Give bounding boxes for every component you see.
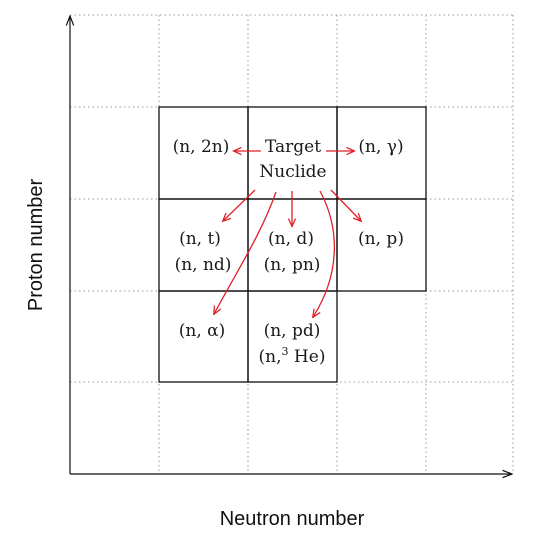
arrow-to-n-alpha [214,191,277,314]
nuclide-cells [158,106,427,383]
target-label-line2: Nuclide [259,162,326,182]
arrow-to-n-t [223,189,256,221]
reaction-n-3he-superscript: 3 [282,345,289,358]
cell-n-pd [247,290,338,383]
reaction-n-3he-prefix: (n, [259,347,282,367]
reaction-n-3he: (n,3 He) [259,345,326,367]
reaction-n-p: (n, p) [358,229,404,249]
reaction-arrows [214,151,361,317]
cell-n-p [336,198,427,292]
arrow-to-n-p [330,189,361,221]
reaction-n-d: (n, d) [268,229,314,249]
reaction-n-t: (n, t) [179,229,221,249]
reaction-n-3he-suffix: He) [289,347,326,367]
reaction-n-alpha: (n, α) [179,321,226,341]
x-axis-label: Neutron number [220,508,365,530]
target-label-line1: Target [265,137,321,157]
reaction-n-pd: (n, pd) [264,321,321,341]
reaction-n-2n: (n, 2n) [173,137,230,157]
y-axis-label: Proton number [25,179,47,312]
reaction-n-gamma: (n, γ) [358,137,403,157]
reaction-n-pn: (n, pn) [264,255,321,275]
reaction-n-nd: (n, nd) [175,255,232,275]
arrow-to-n-pd [313,190,335,317]
